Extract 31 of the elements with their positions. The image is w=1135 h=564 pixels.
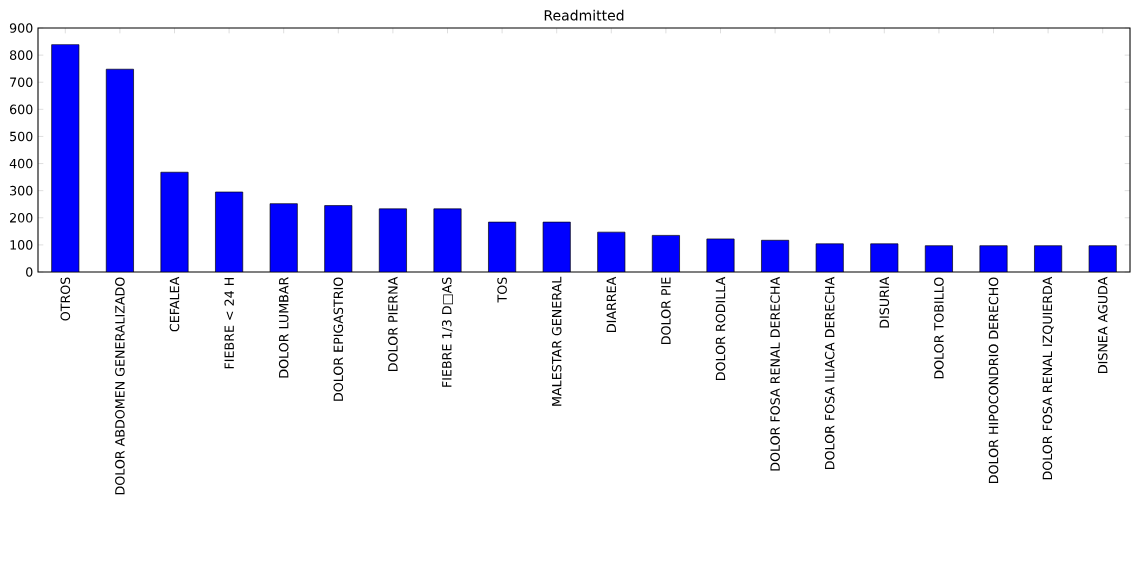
y-tick-label: 900 — [9, 23, 33, 33]
y-tick-label: 800 — [9, 50, 33, 60]
x-tick-label: DOLOR ABDOMEN GENERALIZADO — [115, 277, 125, 495]
y-tick-label: 300 — [10, 185, 33, 196]
x-tick-label: DIARREA — [606, 276, 616, 332]
x-tick-label: DOLOR PIE — [661, 277, 671, 344]
y-tick-label: 700 — [10, 77, 33, 88]
y-tick-label: 0 — [26, 267, 33, 277]
x-tick-label: DOLOR PIERNA — [388, 276, 398, 371]
x-tick-label: OTROS — [60, 277, 71, 321]
x-tick-label: DOLOR EPIGASTRIO — [333, 277, 344, 401]
x-tick-label: DOLOR FOSA ILIACA DERECHA — [824, 276, 835, 469]
y-tick-label: 200 — [10, 212, 33, 223]
x-tick-label: FIEBRE 1/3 D□AS — [442, 277, 453, 387]
x-tick-label: CEFALEA — [169, 276, 180, 332]
y-tick-label: 100 — [10, 240, 33, 250]
y-tick-label: 500 — [10, 131, 33, 142]
y-tick-label: 600 — [9, 104, 33, 115]
x-tick-label: DOLOR LUMBAR — [278, 277, 289, 378]
x-tick-label: DOLOR HIPOCONDRIO DERECHO — [988, 277, 999, 483]
y-tick-label: 400 — [9, 158, 33, 169]
x-tick-label: MALESTAR GENERAL — [551, 276, 562, 406]
x-tick-label: DOLOR FOSA RENAL IZQUIERDA — [1042, 276, 1054, 480]
chart-title: Readmitted — [544, 9, 624, 21]
x-tick-label: DOLOR RODILLA — [715, 276, 726, 380]
x-tick-label: TOS — [497, 277, 507, 303]
x-tick-label: DOLOR TOBILLO — [934, 277, 944, 379]
x-tick-label: FIEBRE < 24 H — [224, 277, 234, 369]
x-tick-label: DISNEA AGUDA — [1097, 276, 1108, 373]
x-tick-label: DOLOR FOSA RENAL DERECHA — [770, 276, 780, 471]
x-tick-label: DISURIA — [879, 276, 890, 328]
